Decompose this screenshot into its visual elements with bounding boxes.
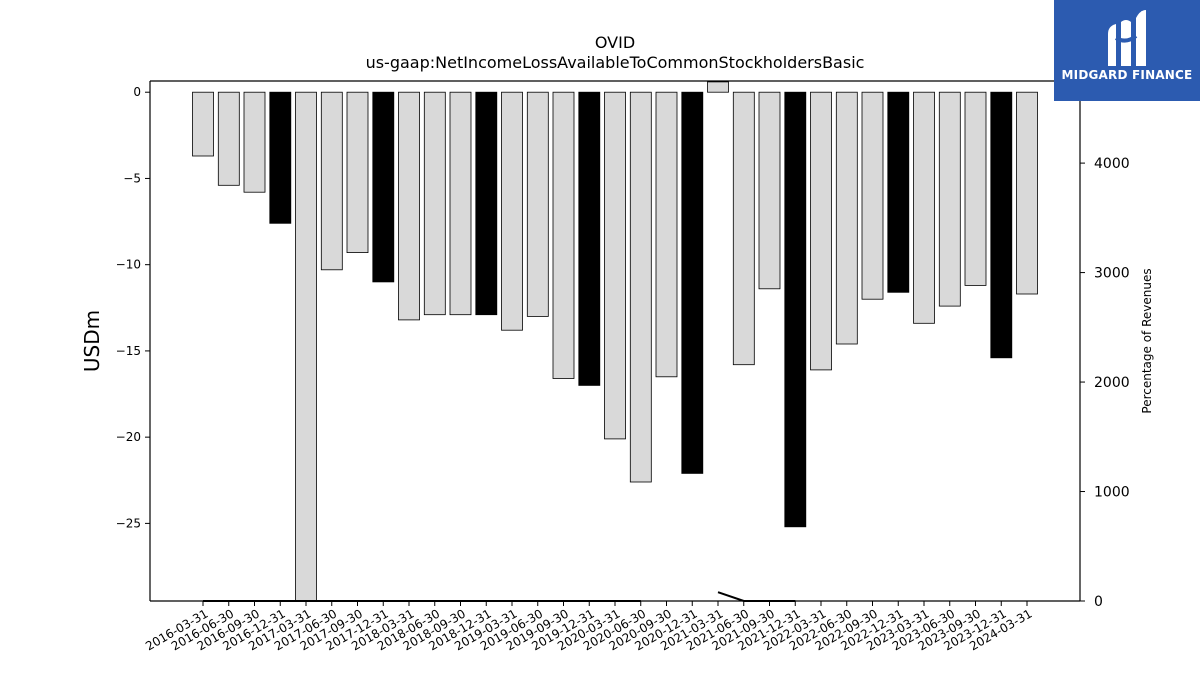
bar-2022-12-31 (887, 91, 910, 293)
bar-2021-06-30 (732, 91, 755, 366)
bar-2021-03-31 (707, 81, 729, 93)
bar-2020-06-30 (629, 91, 652, 483)
bar-2017-12-31 (372, 91, 395, 283)
y-tick-label: −5 (123, 171, 141, 185)
bar-2023-03-31 (913, 91, 935, 324)
bar-2018-03-31 (398, 91, 420, 321)
bar-2023-12-31 (990, 91, 1013, 359)
axes-group: 0−5−10−15−20−25010002000300040002016-03-… (116, 80, 1130, 653)
bar-2019-03-31 (501, 91, 523, 331)
line-segment-1 (717, 591, 796, 602)
y2-tick-label: 4000 (1094, 156, 1130, 172)
bar-2020-09-30 (655, 91, 678, 378)
bar-2018-09-30 (449, 91, 472, 316)
bars-group (192, 81, 1038, 602)
bar-2019-06-30 (526, 91, 549, 317)
bar-2021-12-31 (784, 91, 807, 528)
y2-axis-label: Percentage of Revenues (1140, 268, 1154, 413)
y-tick-label: −10 (116, 258, 141, 272)
y2-tick-label: 1000 (1094, 485, 1130, 501)
y-tick-label: −25 (116, 516, 141, 530)
bar-2023-09-30 (964, 91, 987, 286)
y-tick-label: −15 (116, 344, 141, 358)
line-series-group (203, 591, 796, 602)
bar-2021-09-30 (758, 91, 781, 290)
bar-2016-12-31 (269, 91, 292, 224)
bar-2022-06-30 (835, 91, 858, 345)
bar-2017-06-30 (320, 91, 343, 271)
bar-2017-09-30 (346, 91, 369, 253)
brand-name: MIDGARD FINANCE (1061, 68, 1193, 82)
y2-tick-label: 2000 (1094, 375, 1130, 391)
bar-2022-09-30 (861, 91, 884, 300)
y-tick-label: −20 (116, 430, 141, 444)
bar-2019-12-31 (578, 91, 601, 386)
bar-2016-06-30 (217, 91, 240, 186)
bar-2024-03-31 (1016, 91, 1038, 295)
brand-mark-icon (1108, 10, 1146, 66)
y-axis-label: USDm (80, 310, 104, 372)
chart-title: OVID (595, 33, 635, 52)
bar-2018-06-30 (423, 91, 446, 316)
bar-2020-12-31 (681, 91, 704, 474)
bar-2020-03-31 (604, 91, 626, 440)
bar-2023-06-30 (938, 91, 961, 307)
bar-2022-03-31 (810, 91, 832, 371)
bar-2019-09-30 (552, 91, 575, 379)
bar-2016-03-31 (192, 91, 214, 157)
brand-logo: MIDGARD FINANCE (1054, 0, 1200, 101)
bar-2017-03-31 (295, 91, 317, 602)
y2-tick-label: 0 (1094, 594, 1103, 610)
chart-subtitle: us-gaap:NetIncomeLossAvailableToCommonSt… (366, 53, 865, 72)
y2-tick-label: 3000 (1094, 266, 1130, 282)
bar-2016-09-30 (243, 91, 266, 193)
bar-2018-12-31 (475, 91, 498, 316)
y-tick-label: 0 (133, 85, 141, 99)
